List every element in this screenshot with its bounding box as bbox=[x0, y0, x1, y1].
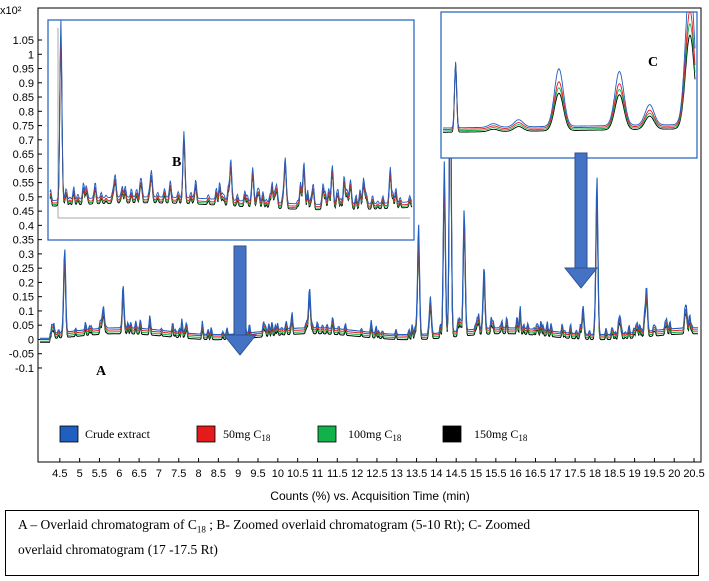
y-tick-label: 0.8 bbox=[19, 106, 34, 118]
inset-b-frame bbox=[47, 19, 415, 241]
x-tick-label: 8 bbox=[195, 468, 201, 480]
y-axis-ticks: 1.05 1 0.95 0.9 0.85 0.8 0.75 0.7 0.65 0.6 0.55 0.5… bbox=[9, 35, 42, 375]
x-tick-label: 19.5 bbox=[644, 468, 665, 480]
y-tick-label: 0.45 bbox=[13, 206, 34, 218]
x-tick-label: 19 bbox=[628, 468, 640, 480]
panel-a-label: A bbox=[96, 364, 107, 379]
x-tick-label: 16 bbox=[510, 468, 522, 480]
series-line-crude-extract bbox=[40, 42, 698, 339]
inset-c-line bbox=[443, 34, 696, 133]
y-tick-label: 0.95 bbox=[13, 64, 34, 76]
inset-c-line bbox=[443, 12, 696, 129]
x-tick-label: 14.5 bbox=[445, 468, 466, 480]
y-tick-label: 0.7 bbox=[19, 135, 34, 147]
x-tick-label: 7 bbox=[156, 468, 162, 480]
x-tick-label: 13 bbox=[391, 468, 403, 480]
x-tick-label: 5 bbox=[77, 468, 83, 480]
inset-c-line bbox=[443, 12, 696, 130]
arrow-b-to-main bbox=[222, 245, 258, 356]
x-tick-label: 9.5 bbox=[250, 468, 265, 480]
x-tick-label: 20 bbox=[668, 468, 680, 480]
inset-c-frame bbox=[440, 11, 698, 159]
y-multiplier-label: x10² bbox=[0, 5, 22, 17]
x-tick-label: 6.5 bbox=[131, 468, 146, 480]
svg-text:150mg C18: 150mg C18 bbox=[474, 427, 528, 443]
x-tick-label: 17.5 bbox=[564, 468, 585, 480]
y-tick-label: 0.05 bbox=[13, 320, 34, 332]
panel-c-label: C bbox=[648, 55, 658, 70]
x-tick-label: 10.5 bbox=[287, 468, 308, 480]
y-tick-label: 0.1 bbox=[19, 306, 34, 318]
x-tick-label: 15.5 bbox=[485, 468, 506, 480]
x-tick-label: 17 bbox=[549, 468, 561, 480]
x-tick-label: 15 bbox=[470, 468, 482, 480]
x-tick-label: 11.5 bbox=[327, 468, 348, 480]
y-tick-label: 0.55 bbox=[13, 178, 34, 190]
caption-line-1: A – Overlaid chromatogram of C18 ; B- Zo… bbox=[18, 517, 531, 535]
legend-item-50mg: 50mg C18 bbox=[196, 425, 271, 443]
legend-item-100mg: 100mg C18 bbox=[317, 425, 402, 443]
panel-b-label: B bbox=[172, 155, 181, 170]
x-tick-label: 5.5 bbox=[92, 468, 107, 480]
inset-c-traces bbox=[443, 12, 696, 133]
x-tick-label: 4.5 bbox=[52, 468, 67, 480]
svg-text:50mg C18: 50mg C18 bbox=[223, 427, 271, 443]
inset-b-traces bbox=[49, 20, 413, 219]
x-tick-label: 20.5 bbox=[683, 468, 704, 480]
x-axis-label: Counts (%) vs. Acquisition Time (min) bbox=[270, 489, 469, 503]
y-tick-label: 1.05 bbox=[13, 35, 34, 47]
figure-caption: A – Overlaid chromatogram of C18 ; B- Zo… bbox=[5, 510, 699, 576]
y-tick-label: 0 bbox=[28, 334, 34, 346]
x-tick-label: 11 bbox=[312, 468, 323, 480]
y-tick-label: 0.25 bbox=[13, 263, 34, 275]
x-tick-label: 12 bbox=[351, 468, 363, 480]
inset-b-line bbox=[49, 20, 413, 205]
y-tick-label: 0.6 bbox=[19, 163, 34, 175]
legend: Crude extract 50mg C18 100mg C18 150mg C… bbox=[59, 425, 528, 443]
x-tick-label: 14 bbox=[430, 468, 442, 480]
y-tick-label: 0.5 bbox=[19, 192, 34, 204]
main-plot-frame bbox=[37, 7, 702, 463]
x-tick-label: 12.5 bbox=[366, 468, 387, 480]
y-tick-label: -0.1 bbox=[15, 363, 34, 375]
main-traces bbox=[40, 42, 698, 343]
svg-text:100mg C18: 100mg C18 bbox=[348, 427, 402, 443]
y-tick-label: 0.35 bbox=[13, 235, 34, 247]
y-tick-label: 0.15 bbox=[13, 292, 34, 304]
y-tick-label: 0.75 bbox=[13, 121, 34, 133]
inset-c-line bbox=[443, 22, 696, 132]
x-tick-label: 16.5 bbox=[525, 468, 546, 480]
y-tick-label: 0.3 bbox=[19, 249, 34, 261]
y-tick-label: 1 bbox=[28, 49, 34, 61]
y-tick-label: -0.05 bbox=[9, 349, 34, 361]
x-tick-label: 9 bbox=[235, 468, 241, 480]
x-tick-label: 18 bbox=[589, 468, 601, 480]
caption-line-2: overlaid chromatogram (17 -17.5 Rt) bbox=[18, 541, 218, 557]
y-tick-label: 0.85 bbox=[13, 92, 34, 104]
arrow-c-to-main bbox=[563, 152, 599, 289]
legend-item-crude: Crude extract bbox=[59, 425, 151, 443]
x-axis-ticks: 4.5 5 5.5 6 6.5 7 7.5 8 8.5 9 9.5 10 10.5 11 11.5 12 12.… bbox=[52, 458, 705, 480]
x-tick-label: 13.5 bbox=[406, 468, 427, 480]
x-tick-label: 18.5 bbox=[604, 468, 625, 480]
y-tick-label: 0.2 bbox=[19, 277, 34, 289]
x-tick-label: 8.5 bbox=[211, 468, 226, 480]
x-tick-label: 10 bbox=[272, 468, 284, 480]
x-tick-label: 7.5 bbox=[171, 468, 186, 480]
y-tick-label: 0.65 bbox=[13, 149, 34, 161]
svg-text:Crude extract: Crude extract bbox=[85, 427, 151, 441]
legend-item-150mg: 150mg C18 bbox=[442, 425, 528, 443]
chromatogram-figure: x10² 1.05 1 0.95 0.9 0.85 0.8 0.75 0.7 0.65 0.6 0.… bbox=[0, 5, 705, 503]
x-tick-label: 6 bbox=[116, 468, 122, 480]
y-tick-label: 0.4 bbox=[19, 220, 34, 232]
y-tick-label: 0.9 bbox=[19, 78, 34, 90]
